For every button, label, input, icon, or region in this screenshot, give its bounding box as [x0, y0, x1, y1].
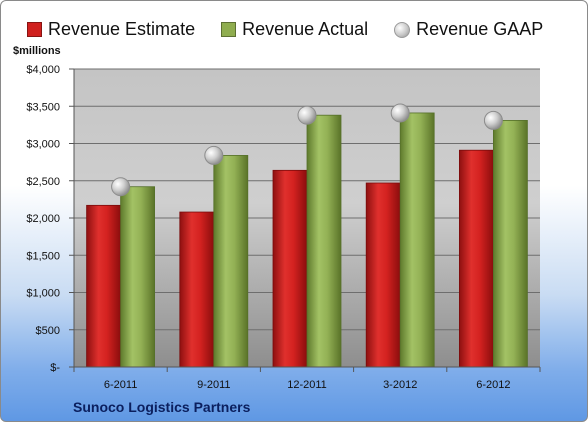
- x-tick-label: 12-2011: [287, 379, 327, 391]
- legend-label-actual: Revenue Actual: [242, 19, 369, 39]
- bar-revenue-estimate: [179, 211, 215, 368]
- bar-revenue-estimate: [458, 149, 494, 368]
- y-tick-label: $3,500: [26, 101, 60, 113]
- y-tick-label: $2,500: [26, 176, 60, 188]
- legend-label-gaap: Revenue GAAP: [416, 19, 544, 39]
- y-tick-label: $500: [36, 325, 60, 337]
- bar-revenue-estimate: [86, 204, 121, 368]
- bar-revenue-actual: [492, 120, 528, 368]
- gaap-markers: [111, 103, 503, 197]
- legend-swatch-actual: [221, 22, 237, 37]
- y-tick-label: $3,000: [26, 139, 60, 151]
- bar-revenue-estimate: [365, 182, 401, 368]
- marker-revenue-gaap: [111, 177, 131, 197]
- marker-revenue-gaap: [297, 105, 317, 125]
- marker-revenue-gaap: [390, 103, 410, 123]
- company-name: Sunoco Logistics Partners: [73, 399, 251, 415]
- x-tick-label: 3-2012: [383, 379, 417, 391]
- legend: Revenue Estimate Revenue Actual Revenue …: [27, 19, 543, 40]
- bars: [86, 112, 528, 368]
- marker-revenue-gaap: [204, 145, 224, 165]
- y-tick-label: $4,000: [26, 64, 60, 76]
- y-tick-label: $-: [50, 362, 60, 374]
- marker-revenue-gaap: [483, 110, 503, 130]
- y-tick-label: $1,500: [26, 250, 60, 262]
- x-axis-ticks: 6-2011 9-2011 12-2011 3-2012 6-2012: [73, 367, 541, 391]
- x-tick-label: 6-2011: [104, 379, 137, 391]
- bar-revenue-actual: [213, 155, 249, 368]
- x-tick-label: 9-2011: [197, 379, 230, 391]
- y-tick-label: $1,000: [26, 288, 60, 300]
- bar-revenue-actual: [306, 114, 342, 368]
- bar-revenue-actual: [399, 112, 435, 368]
- legend-label-estimate: Revenue Estimate: [48, 19, 196, 39]
- bar-revenue-actual: [120, 186, 155, 368]
- y-axis-ticks: $- $500 $1,000 $1,500 $2,000 $2,500 $3,000 $3,5…: [26, 64, 75, 374]
- legend-item-gaap: Revenue GAAP: [394, 19, 543, 40]
- legend-swatch-estimate: [27, 22, 42, 37]
- bar-revenue-estimate: [272, 169, 308, 368]
- legend-item-actual: Revenue Actual: [221, 19, 368, 40]
- legend-item-estimate: Revenue Estimate: [27, 19, 195, 40]
- x-tick-label: 6-2012: [476, 379, 510, 391]
- y-unit-label: $millions: [13, 45, 61, 57]
- y-tick-label: $2,000: [26, 213, 60, 225]
- legend-marker-gaap: [394, 21, 411, 38]
